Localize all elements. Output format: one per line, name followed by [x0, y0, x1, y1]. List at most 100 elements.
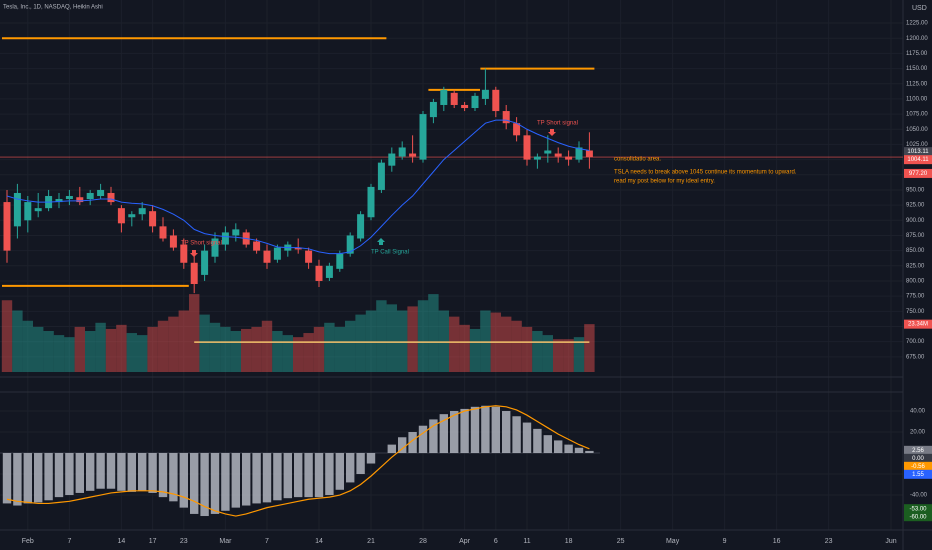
candle-body	[24, 202, 32, 221]
volume-bar	[137, 335, 148, 372]
candle-body	[211, 238, 219, 257]
y-tick-label: 750.00	[906, 309, 925, 315]
candle-body	[336, 253, 344, 269]
macd-bar	[75, 453, 84, 493]
macd-bar	[574, 447, 584, 454]
volume-bar	[469, 328, 481, 372]
volume-bar	[397, 310, 408, 372]
volume-bar	[64, 337, 75, 372]
macd-bar	[585, 450, 594, 454]
volume-bar	[95, 322, 106, 372]
macd-bar	[481, 405, 490, 454]
x-tick-label: 9	[723, 538, 727, 545]
x-tick-label: 28	[419, 538, 427, 545]
x-tick-label: 17	[149, 538, 157, 545]
macd-bar	[294, 453, 303, 498]
candle-body	[565, 156, 573, 160]
price-badge	[904, 147, 932, 157]
y-tick-label: 825.00	[906, 263, 925, 269]
candle-body	[440, 89, 448, 105]
candle-body	[481, 89, 489, 99]
signal-line	[6, 405, 590, 517]
volume-bar	[407, 306, 418, 372]
annotation: read my post below for my ideal entry.	[614, 179, 715, 185]
macd-bar	[117, 453, 126, 491]
macd-bar	[169, 453, 178, 502]
volume-bar	[480, 310, 491, 372]
macd-bar	[44, 453, 53, 501]
candle-body	[149, 211, 157, 227]
candle-body	[315, 265, 323, 281]
volume-bar	[147, 326, 158, 372]
candle-body	[367, 186, 375, 218]
volume-bar	[116, 324, 127, 372]
candle-body	[461, 104, 469, 109]
y-tick-label: 1225.00	[906, 21, 928, 27]
macd-bar	[262, 453, 272, 503]
macd-bar	[533, 428, 542, 454]
volume-bar	[501, 316, 512, 372]
volume-bar	[241, 328, 252, 372]
candle-body	[388, 153, 396, 166]
y-tick-label: 20.00	[910, 430, 926, 436]
candle-body	[377, 162, 385, 190]
x-tick-label: 23	[180, 538, 188, 545]
y-tick-label: 900.00	[906, 218, 925, 224]
volume-bar	[303, 333, 314, 372]
macd-bar	[325, 453, 334, 496]
candle-body	[398, 147, 406, 157]
price-badge	[904, 512, 932, 522]
y-tick-label: 775.00	[906, 294, 925, 300]
volume-bar	[220, 326, 231, 372]
volume-bar	[313, 326, 325, 372]
volume-bar	[282, 335, 293, 372]
candle-body	[97, 189, 105, 197]
volume-bar	[324, 322, 335, 372]
macd-bar	[2, 453, 12, 504]
macd-bar	[200, 453, 209, 517]
volume-bar	[105, 328, 117, 372]
candle-body	[346, 235, 354, 254]
macd-bar	[65, 453, 74, 496]
macd-bar	[158, 453, 168, 498]
candle-body	[533, 156, 541, 160]
price-badge-label: 0.00	[912, 456, 924, 462]
price-badge-label: 1.55	[912, 472, 924, 478]
y-tick-label: 875.00	[906, 233, 925, 239]
candle-body	[471, 95, 479, 109]
candle-body	[180, 244, 188, 263]
x-tick-label: 11	[523, 538, 530, 545]
volume-bar	[209, 322, 221, 372]
macd-bar	[398, 437, 407, 454]
candle-body	[117, 208, 125, 224]
price-badge	[904, 155, 932, 165]
macd-bar	[418, 425, 428, 454]
candle-body	[523, 135, 531, 160]
candle-body	[190, 262, 198, 285]
volume-bar	[365, 310, 377, 372]
macd-bar	[86, 453, 95, 491]
candle-body	[55, 199, 63, 203]
macd-bar	[96, 453, 105, 489]
macd-bar	[429, 419, 438, 454]
candle-body	[357, 214, 365, 239]
volume-bar	[563, 339, 574, 372]
volume-bar	[376, 300, 387, 372]
volume-bar	[74, 326, 85, 372]
candle-body	[492, 89, 500, 112]
macd-bar	[564, 444, 573, 454]
candle-body	[554, 153, 562, 157]
y-tick-label: 1050.00	[906, 127, 928, 133]
volume-bar	[428, 294, 439, 372]
macd-bar	[554, 440, 563, 454]
macd-bar	[522, 422, 532, 454]
macd-bar	[138, 453, 147, 491]
macd-bar	[148, 453, 157, 493]
candle-body	[159, 226, 167, 239]
macd-bar	[314, 453, 324, 498]
volume-bar	[386, 304, 397, 372]
macd-bar	[470, 406, 480, 454]
candle-body	[305, 250, 313, 263]
candle-body	[419, 114, 427, 160]
